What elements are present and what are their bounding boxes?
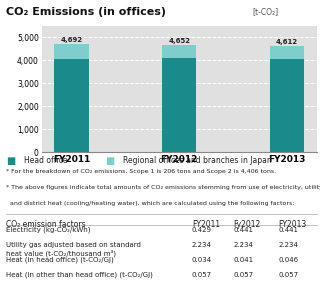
Text: 0.441: 0.441 xyxy=(278,227,298,233)
Bar xyxy=(162,45,196,58)
Text: Head office: Head office xyxy=(24,156,68,165)
Text: 0.034: 0.034 xyxy=(192,257,212,263)
Text: 2.234: 2.234 xyxy=(234,242,253,248)
Text: FY2013: FY2013 xyxy=(278,220,307,228)
Bar xyxy=(54,44,89,59)
Text: 4,612: 4,612 xyxy=(276,39,298,45)
Text: FY2011: FY2011 xyxy=(192,220,220,228)
Text: CO₂ Emissions (in offices): CO₂ Emissions (in offices) xyxy=(6,7,166,17)
Text: 4,692: 4,692 xyxy=(60,37,83,43)
Bar xyxy=(270,59,304,152)
Text: [t-CO₂]: [t-CO₂] xyxy=(253,7,279,16)
Text: 2.234: 2.234 xyxy=(278,242,298,248)
Text: * For the breakdown of CO₂ emissions, Scope 1 is 206 tons and Scope 2 is 4,406 t: * For the breakdown of CO₂ emissions, Sc… xyxy=(6,169,276,174)
Text: 4,652: 4,652 xyxy=(168,38,190,44)
Text: Utility gas adjusted based on standard
heat value (t-CO₂/thousand m³): Utility gas adjusted based on standard h… xyxy=(6,242,141,257)
Text: 0.057: 0.057 xyxy=(234,272,254,278)
Text: 0.057: 0.057 xyxy=(192,272,212,278)
Text: Electricity (kg-CO₂/kWh): Electricity (kg-CO₂/kWh) xyxy=(6,227,91,233)
Text: Heat (in head office) (t-CO₂/GJ): Heat (in head office) (t-CO₂/GJ) xyxy=(6,257,114,263)
Text: Fy2012: Fy2012 xyxy=(234,220,261,228)
Text: 0.441: 0.441 xyxy=(234,227,253,233)
Text: 0.046: 0.046 xyxy=(278,257,299,263)
Bar xyxy=(162,58,196,152)
Bar xyxy=(54,59,89,152)
Text: * The above figures indicate total amounts of CO₂ emissions stemming from use of: * The above figures indicate total amoun… xyxy=(6,185,320,190)
Text: and district heat (cooling/heating water), which are calculated using the follow: and district heat (cooling/heating water… xyxy=(6,201,295,206)
Text: ■: ■ xyxy=(6,156,16,166)
Bar xyxy=(270,46,304,59)
Text: Heat (in other than head office) (t-CO₂/GJ): Heat (in other than head office) (t-CO₂/… xyxy=(6,272,153,278)
Text: 0.429: 0.429 xyxy=(192,227,212,233)
Text: CO₂ emission factors: CO₂ emission factors xyxy=(6,220,86,228)
Text: 0.041: 0.041 xyxy=(234,257,254,263)
Text: 0.057: 0.057 xyxy=(278,272,299,278)
Text: ■: ■ xyxy=(106,156,115,166)
Text: Regional offices and branches in Japan: Regional offices and branches in Japan xyxy=(123,156,272,165)
Text: 2.234: 2.234 xyxy=(192,242,212,248)
